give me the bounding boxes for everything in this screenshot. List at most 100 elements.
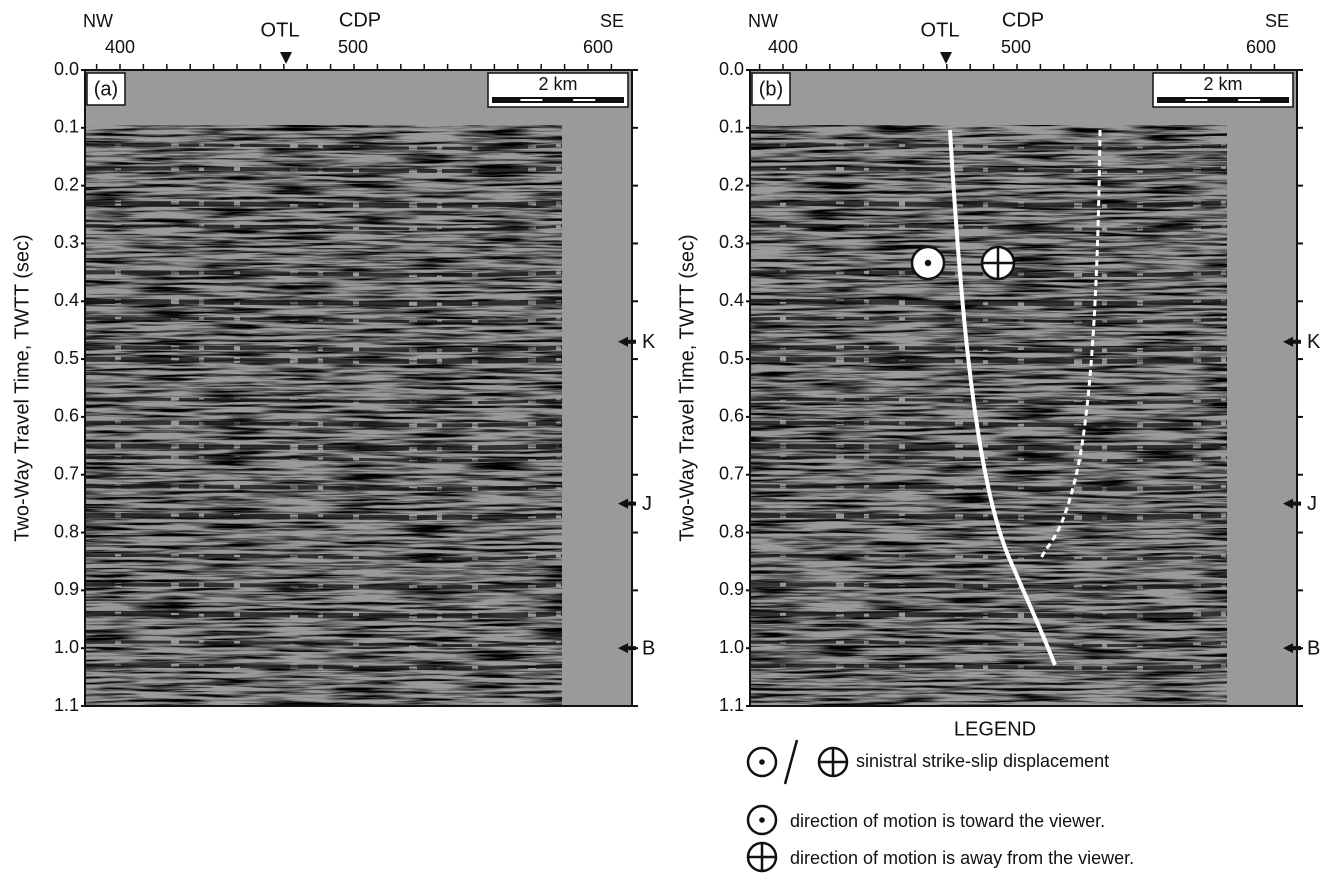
reflector	[749, 224, 1228, 231]
horizon-arrow	[1283, 336, 1301, 347]
y-tick-label: 0.6	[719, 406, 744, 426]
section-frame	[749, 69, 1298, 707]
y-tick-label: 0.0	[719, 59, 744, 79]
scale-bar-seg	[1238, 99, 1261, 101]
panel-label: (b)	[759, 78, 783, 100]
y-tick-label: 0.4	[719, 290, 744, 310]
y-tick-label: 0.9	[54, 579, 79, 599]
reflector	[749, 640, 1228, 648]
cdp-tick-label: 500	[1001, 37, 1031, 57]
cdp-tick-label: 500	[338, 37, 368, 57]
scale-bar-seg	[1185, 99, 1208, 101]
horizon-arrow	[618, 498, 636, 509]
toward-dot	[759, 759, 765, 765]
y-tick-label: 0.4	[54, 290, 79, 310]
reflector	[84, 224, 563, 231]
legend-item: direction of motion is away from the vie…	[790, 848, 1134, 868]
y-tick-label: 0.2	[719, 174, 744, 194]
legend-fault	[783, 739, 799, 785]
horizon-label: J	[642, 493, 652, 515]
fault-line-dashed	[1038, 129, 1102, 561]
dir-left: NW	[748, 11, 778, 31]
reflector	[749, 345, 1228, 353]
scale-bar-seg	[573, 99, 596, 101]
reflector	[84, 270, 563, 278]
seismic-noise	[85, 125, 562, 706]
reflector	[749, 200, 1228, 208]
otl-label: OTL	[261, 19, 300, 41]
y-tick-label: 1.0	[54, 637, 79, 657]
reflector	[749, 316, 1228, 324]
reflector	[749, 484, 1228, 491]
otl-arrow	[940, 52, 952, 64]
y-tick-label: 0.1	[54, 117, 79, 137]
cdp-tick-label: 400	[768, 37, 798, 57]
scale-bar	[1157, 97, 1289, 103]
reflector	[84, 397, 563, 405]
dir-right: SE	[600, 11, 624, 31]
reflector	[749, 166, 1228, 173]
otl-arrow	[280, 52, 292, 64]
dir-left: NW	[83, 11, 113, 31]
y-tick-label: 1.1	[54, 695, 79, 715]
reflector	[749, 356, 1228, 364]
panel-label-box	[86, 72, 126, 106]
away-cross	[982, 247, 1014, 279]
y-tick-label: 0.8	[54, 521, 79, 541]
cdp-tick-label: 600	[1246, 37, 1276, 57]
cdp-tick-label: 400	[105, 37, 135, 57]
horizon-label: K	[1307, 331, 1321, 353]
reflector	[84, 356, 563, 364]
cdp-label: CDP	[1002, 9, 1044, 31]
legend-title: LEGEND	[954, 718, 1036, 740]
away-cross	[819, 748, 847, 776]
reflector	[749, 610, 1228, 619]
reflector	[84, 200, 563, 208]
reflector	[84, 166, 563, 173]
away-cross	[748, 843, 776, 871]
legend-item: direction of motion is toward the viewer…	[790, 811, 1105, 831]
reflector	[84, 143, 563, 150]
y-tick-label: 1.0	[719, 637, 744, 657]
cdp-tick-label: 600	[583, 37, 613, 57]
y-tick-label: 0.8	[719, 521, 744, 541]
reflector	[84, 443, 563, 451]
y-tick-label: 0.3	[719, 232, 744, 252]
reflector	[84, 663, 563, 671]
y-tick-label: 1.1	[719, 695, 744, 715]
legend-item: sinistral strike-slip displacement	[856, 751, 1109, 771]
reflector	[749, 443, 1228, 451]
horizon-label: K	[642, 331, 656, 353]
cdp-label: CDP	[339, 9, 381, 31]
otl-label: OTL	[921, 19, 960, 41]
y-tick-label: 0.5	[54, 348, 79, 368]
reflector	[749, 553, 1228, 561]
reflector	[84, 298, 563, 307]
scale-bar-seg	[520, 99, 543, 101]
toward-dot	[759, 817, 765, 823]
y-tick-label: 0.3	[54, 232, 79, 252]
reflector	[84, 553, 563, 561]
panel-label-box	[751, 72, 791, 106]
y-tick-label: 0.1	[719, 117, 744, 137]
reflector	[84, 512, 563, 520]
scale-label: 2 km	[538, 74, 577, 94]
reflector	[84, 316, 563, 324]
horizon-arrow	[1283, 643, 1301, 654]
y-tick-label: 0.2	[54, 174, 79, 194]
section-frame	[84, 69, 633, 707]
y-tick-label: 0.7	[54, 463, 79, 483]
reflector	[84, 610, 563, 619]
panel-label: (a)	[94, 78, 118, 100]
reflector	[749, 663, 1228, 671]
y-tick-label: 0.0	[54, 59, 79, 79]
horizon-label: B	[1307, 637, 1320, 659]
scale-label: 2 km	[1203, 74, 1242, 94]
scale-bar	[492, 97, 624, 103]
reflector	[749, 397, 1228, 405]
reflector	[749, 143, 1228, 150]
toward-dot	[924, 259, 932, 267]
y-tick-label: 0.6	[54, 406, 79, 426]
reflector	[749, 512, 1228, 520]
